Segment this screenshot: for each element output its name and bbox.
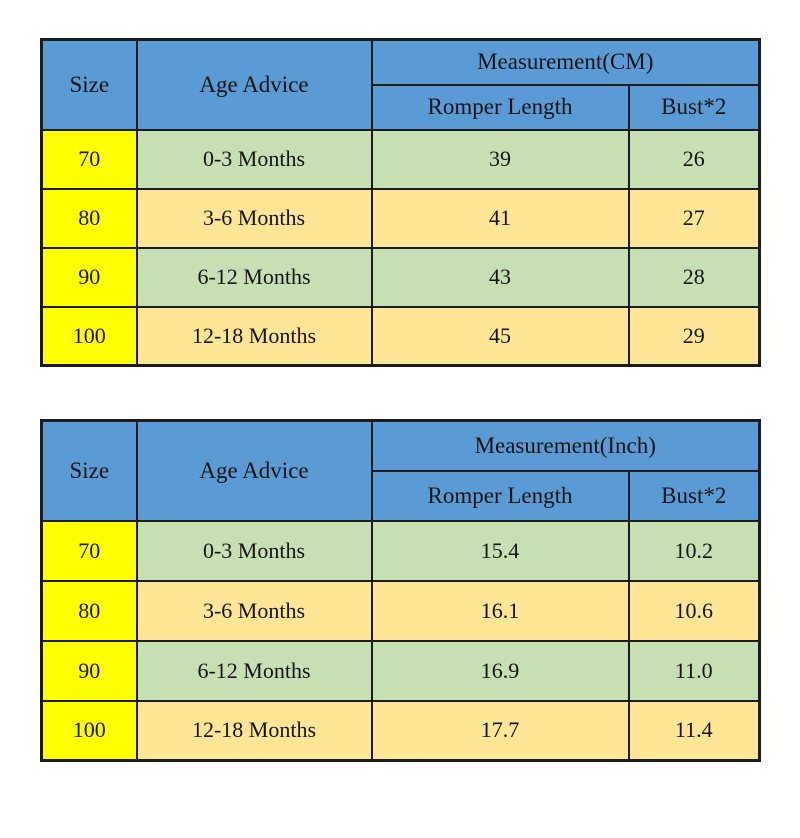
bust-cell: 10.2: [627, 519, 761, 582]
romper-length-cell: 41: [370, 187, 630, 249]
measurement-inch-header: Measurement(Inch): [370, 419, 761, 472]
size-cell: 70: [40, 128, 138, 190]
romper-length-cell: 43: [370, 246, 630, 308]
bust-cell: 28: [627, 246, 761, 308]
romper-length-cell: 16.9: [370, 639, 630, 702]
age-advice-header: Age Advice: [135, 419, 373, 522]
table-row: 80 3-6 Months 41 27: [40, 187, 761, 249]
age-advice-cell: 12-18 Months: [135, 305, 373, 367]
size-chart-cm-table: Size Age Advice Measurement(CM) Romper L…: [40, 38, 762, 367]
romper-length-header: Romper Length: [370, 83, 630, 131]
bust-header: Bust*2: [627, 83, 761, 131]
table-row: 100 12-18 Months 17.7 11.4: [40, 699, 761, 762]
table-row: 70 0-3 Months 39 26: [40, 128, 761, 190]
size-cell: 100: [40, 305, 138, 367]
bust-cell: 27: [627, 187, 761, 249]
age-advice-cell: 12-18 Months: [135, 699, 373, 762]
age-advice-header: Age Advice: [135, 38, 373, 131]
table-row: 80 3-6 Months 16.1 10.6: [40, 579, 761, 642]
bust-cell: 11.4: [627, 699, 761, 762]
romper-length-cell: 15.4: [370, 519, 630, 582]
size-cell: 100: [40, 699, 138, 762]
age-advice-cell: 0-3 Months: [135, 128, 373, 190]
age-advice-cell: 3-6 Months: [135, 579, 373, 642]
age-advice-cell: 0-3 Months: [135, 519, 373, 582]
age-advice-cell: 6-12 Months: [135, 246, 373, 308]
bust-cell: 29: [627, 305, 761, 367]
size-cell: 90: [40, 639, 138, 702]
table-row: 90 6-12 Months 43 28: [40, 246, 761, 308]
romper-length-cell: 17.7: [370, 699, 630, 762]
bust-cell: 26: [627, 128, 761, 190]
romper-length-cell: 16.1: [370, 579, 630, 642]
bust-cell: 11.0: [627, 639, 761, 702]
romper-length-cell: 39: [370, 128, 630, 190]
age-advice-cell: 6-12 Months: [135, 639, 373, 702]
bust-cell: 10.6: [627, 579, 761, 642]
size-chart-inch-table: Size Age Advice Measurement(Inch) Romper…: [40, 419, 761, 762]
table-row: 70 0-3 Months 15.4 10.2: [40, 519, 761, 582]
size-cell: 70: [40, 519, 138, 582]
size-cell: 80: [40, 579, 138, 642]
romper-length-cell: 45: [370, 305, 630, 367]
age-advice-cell: 3-6 Months: [135, 187, 373, 249]
size-header: Size: [40, 419, 138, 522]
size-header: Size: [40, 38, 138, 131]
measurement-cm-header: Measurement(CM): [370, 38, 761, 86]
romper-length-header: Romper Length: [370, 469, 630, 522]
size-cell: 80: [40, 187, 138, 249]
size-cell: 90: [40, 246, 138, 308]
bust-header: Bust*2: [627, 469, 761, 522]
table-row: 100 12-18 Months 45 29: [40, 305, 761, 367]
table-row: 90 6-12 Months 16.9 11.0: [40, 639, 761, 702]
